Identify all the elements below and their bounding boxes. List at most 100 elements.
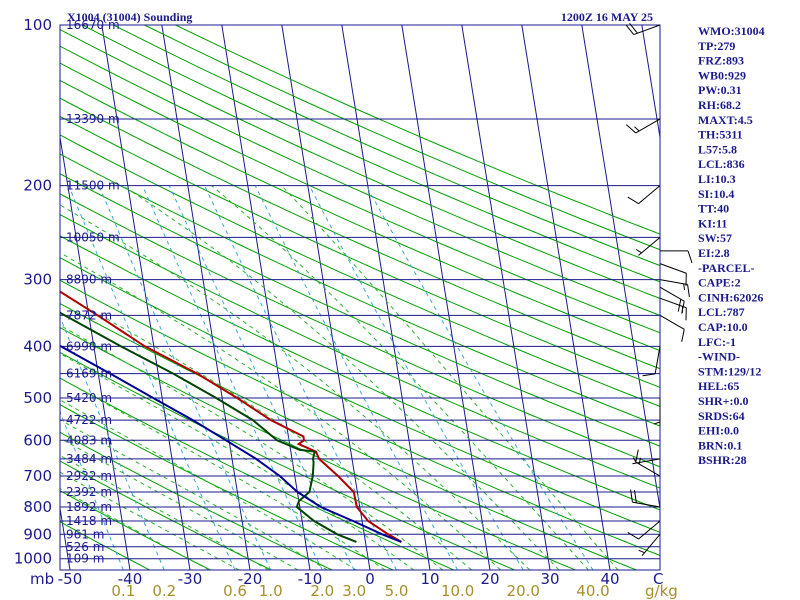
wind-barb-flag [630,489,633,503]
mixing-ratio-line [365,185,594,570]
wind-barb-half-flag [634,126,640,132]
wind-barb-staff [654,346,661,374]
wind-barb [638,533,661,557]
wind-barb-flag [627,531,639,540]
dry-adiabat [60,257,660,533]
wind-barb-half-flag [653,421,661,425]
wind-barb [627,520,661,540]
wind-barb [659,279,690,298]
wind-barb-staff [632,501,661,508]
index-item: KI:11 [698,216,727,230]
height-label: 4083 m [66,433,112,447]
mixing-ratio-label: 10.0 [441,582,474,600]
temperature-tick-label: -10 [298,570,323,588]
wind-barb [659,297,687,321]
chart-grid [60,25,660,570]
mixing-ratio-line [254,185,459,570]
index-item: EHI:0.0 [698,424,739,438]
index-item: STM:129/12 [698,364,761,378]
height-label: 2392 m [66,485,112,499]
pressure-tick-label: 300 [23,271,52,289]
moist-adiabat [122,185,560,570]
mixing-ratio-label: 3.0 [342,582,366,600]
height-label: 1418 m [66,514,112,528]
height-label: 1892 m [66,500,112,514]
dry-adiabat [60,115,660,388]
wind-barb [635,449,661,477]
moist-adiabat [281,185,619,570]
dry-adiabat [60,327,576,570]
index-item: LCL:836 [698,157,745,171]
dry-adiabat [60,193,660,468]
dry-adiabat [60,303,637,570]
wind-barb-flag [629,22,638,34]
wind-barb-staff [638,185,661,205]
mixing-ratio-label: 40.0 [576,582,609,600]
index-item: BRN:0.1 [698,438,742,452]
dry-adiabat [60,79,660,352]
mixing-ratio-unit-label: g/kg [645,582,678,600]
dry-adiabat [60,521,150,570]
wind-barb-flag [635,449,639,463]
index-item: WMO:31004 [698,24,765,38]
wind-barb-staff [635,118,661,134]
temperature-tick-label: 0 [365,570,375,588]
moist-adiabat [60,399,357,570]
moist-adiabat [60,471,240,570]
temperature-tick-label: 30 [540,570,559,588]
isotherm-line [461,25,551,570]
isobar-lines [60,24,660,560]
height-label: 3484 m [66,452,112,466]
index-item: SI:10.4 [698,187,734,201]
mixing-ratio-label: 5.0 [385,582,409,600]
temperature-tick-label: 40 [600,570,619,588]
sounding-series [60,290,402,543]
dry-adiabat [60,490,211,570]
dry-adiabat [60,134,660,407]
index-item: SW:57 [698,231,732,245]
index-item: HEL:65 [698,379,739,393]
wind-barb-staff [659,263,687,274]
index-item: -PARCEL- [698,261,754,275]
isotherm-line [641,25,660,141]
dry-adiabat [60,377,455,570]
pressure-tick-label: 700 [23,467,52,485]
wind-barb-half-flag [638,549,645,554]
dry-adiabat [60,214,660,489]
dry-adiabat [60,62,660,334]
wind-barb [659,286,685,314]
wind-barb-flag [642,373,656,377]
chart-frame [59,24,661,571]
index-item: CAPE:2 [698,276,741,290]
isotherm-line [101,25,191,570]
moist-adiabat [60,291,472,570]
isotherm-line [60,134,131,570]
wind-barb-flag [625,124,637,134]
mixing-ratio-line [60,315,165,570]
index-item: LCL:787 [698,305,745,319]
pressure-tick-label: 100 [23,16,52,34]
height-label: 4722 m [66,413,112,427]
height-label: 961 m [66,527,104,541]
mixing-ratio-line [60,410,124,570]
height-label: 7872 m [66,308,112,322]
index-item: CAP:10.0 [698,320,748,334]
isotherm-line [281,25,371,570]
parcel-line [60,344,402,543]
wind-barb-staff [659,297,687,309]
wind-barb [659,314,685,342]
dry-adiabat [60,29,660,299]
sounding-indices: WMO:31004TP:279FRZ:893WB0:929PW:0.31RH:6… [698,24,765,467]
index-item: BSHR:28 [698,453,747,467]
mixing-ratio-line [308,185,524,570]
valid-time: 1200Z 16 MAY 25 [561,10,653,24]
pressure-tick-label: 1000 [14,550,52,568]
index-item: TP:279 [698,39,735,53]
temperature-unit-label: C [653,570,663,588]
pressure-tick-label: 600 [23,431,52,449]
pressure-tick-label: 800 [23,498,52,516]
temperature-tick-label: -20 [238,570,263,588]
dewpoint-line [60,311,357,543]
height-label: 6169 m [66,367,112,381]
